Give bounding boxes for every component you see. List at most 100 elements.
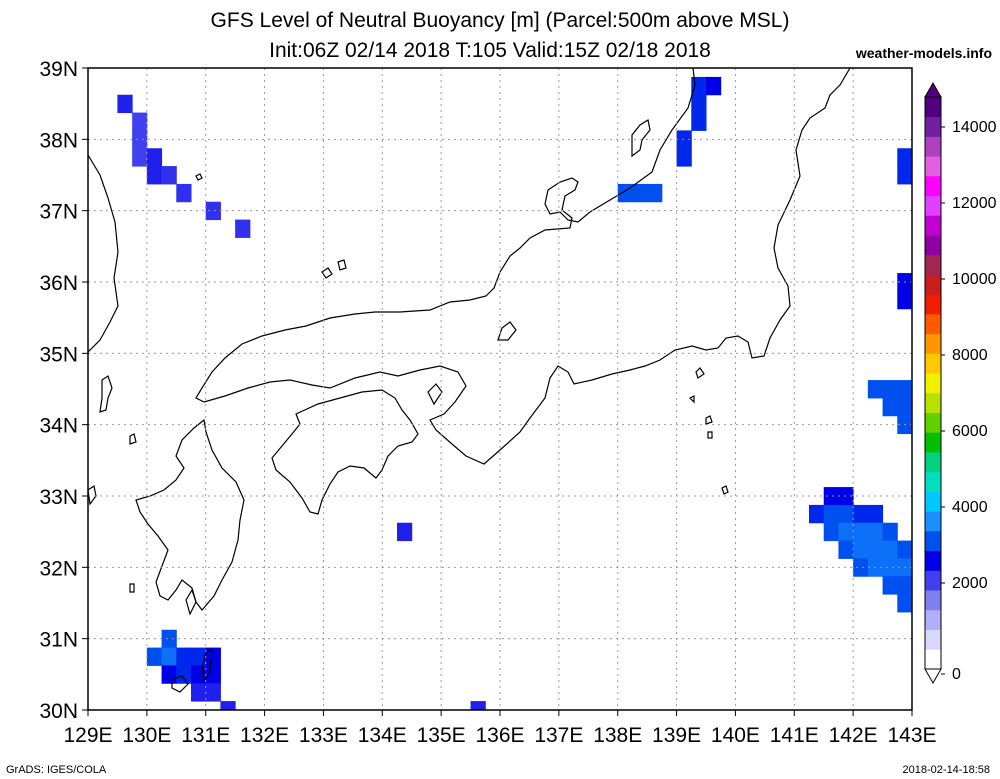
lnb-cell — [853, 522, 869, 542]
lat-tick-label: 34N — [39, 415, 78, 438]
lon-tick-label: 142E — [829, 724, 878, 747]
lnb-cell — [882, 558, 898, 577]
lat-tick-label: 39N — [39, 58, 78, 81]
longitude-ticks: 129E 130E 131E 132E 133E 134E 135E 136E 137E 138E… — [63, 710, 937, 747]
lnb-cell — [882, 576, 898, 595]
lnb-cell — [897, 380, 912, 399]
lat-tick-label: 33N — [39, 486, 78, 509]
lnb-cell — [205, 683, 221, 702]
lnb-cell — [470, 701, 486, 710]
lnb-cell — [838, 540, 854, 559]
lnb-cell — [853, 558, 869, 577]
lon-tick-label: 129E — [63, 724, 112, 747]
lnb-cell — [897, 540, 912, 559]
latitude-ticks: 30N 31N 32N 33N 34N 35N 36N 37N 38N 39N — [39, 58, 88, 723]
lon-tick-label: 138E — [593, 724, 642, 747]
lnb-cell — [867, 540, 884, 559]
lnb-cell — [706, 76, 722, 96]
colorbar-label: 10000 — [952, 271, 997, 288]
colorbar-label: 6000 — [952, 423, 988, 440]
lon-tick-label: 136E — [475, 724, 524, 747]
lnb-cell — [146, 148, 163, 167]
lat-tick-label: 37N — [39, 201, 78, 224]
lnb-cell — [146, 647, 163, 666]
lnb-cell — [632, 183, 648, 203]
lat-tick-label: 36N — [39, 272, 78, 295]
lnb-cell — [838, 522, 854, 542]
lnb-cell — [882, 540, 898, 559]
lnb-cell — [897, 576, 912, 595]
lon-tick-label: 139E — [652, 724, 701, 747]
lnb-cell — [191, 647, 207, 666]
colorbar-label: 12000 — [952, 195, 997, 212]
lnb-cell — [691, 76, 707, 96]
lnb-cell — [176, 183, 192, 203]
colorbar: 0 2000 4000 6000 8000 10000 12000 14000 — [924, 81, 997, 685]
lnb-cell — [397, 522, 413, 542]
coastlines — [88, 68, 851, 693]
lnb-cell — [191, 683, 207, 702]
lnb-cell — [161, 647, 177, 666]
lon-tick-label: 135E — [417, 724, 466, 747]
lnb-cell — [146, 166, 163, 185]
lnb-cell — [691, 112, 707, 131]
lnb-cell — [867, 380, 884, 399]
lnb-cell — [220, 701, 236, 710]
lnb-cell — [809, 504, 825, 524]
chart-subtitle: Init:06Z 02/14 2018 T:105 Valid:15Z 02/1… — [269, 39, 711, 62]
colorbar-label: 2000 — [952, 575, 988, 592]
lon-tick-label: 140E — [711, 724, 760, 747]
lon-tick-label: 133E — [299, 724, 348, 747]
lnb-cell — [897, 290, 912, 310]
lnb-cell — [117, 94, 133, 114]
lnb-cell — [176, 665, 192, 684]
lon-tick-label: 143E — [887, 724, 936, 747]
credit-text: GrADS: IGES/COLA — [6, 764, 107, 776]
lat-tick-label: 31N — [39, 629, 78, 652]
lon-tick-label: 130E — [122, 724, 171, 747]
lnb-cell — [853, 504, 869, 524]
lnb-cell — [132, 148, 148, 167]
colorbar-label: 8000 — [952, 347, 988, 364]
graticule — [88, 68, 912, 710]
lon-tick-label: 131E — [181, 724, 230, 747]
watermark-text: weather-models.info — [855, 45, 992, 61]
lnb-cell — [882, 380, 898, 399]
lnb-cell — [132, 130, 148, 149]
lon-tick-label: 137E — [534, 724, 583, 747]
lon-tick-label: 132E — [240, 724, 289, 747]
colorbar-label: 14000 — [952, 119, 997, 136]
colorbar-label: 4000 — [952, 499, 988, 516]
lnb-cell — [867, 522, 884, 542]
lnb-cell — [205, 647, 221, 666]
lnb-cell — [897, 594, 912, 613]
lat-tick-label: 35N — [39, 343, 78, 366]
lnb-cell — [867, 504, 884, 524]
lon-tick-label: 141E — [770, 724, 819, 747]
lnb-cell — [882, 522, 898, 542]
lnb-cell — [853, 540, 869, 559]
lnb-cell — [132, 112, 148, 131]
colorbar-label: 0 — [952, 666, 961, 683]
lat-tick-label: 32N — [39, 557, 78, 580]
lnb-cells — [117, 76, 912, 710]
chart-title: GFS Level of Neutral Buoyancy [m] (Parce… — [210, 9, 790, 32]
timestamp-text: 2018-02-14-18:58 — [902, 764, 990, 776]
lnb-cell — [235, 219, 251, 238]
lnb-cell — [205, 201, 221, 221]
lnb-cell — [676, 130, 692, 149]
lat-tick-label: 38N — [39, 129, 78, 152]
lnb-cell — [161, 629, 177, 649]
lnb-cell — [691, 94, 707, 114]
lnb-cell — [617, 183, 633, 203]
lnb-cell — [823, 487, 839, 506]
lnb-cell — [838, 504, 854, 524]
lnb-cell — [882, 397, 898, 417]
lnb-cell — [838, 487, 854, 506]
lnb-cell — [161, 166, 177, 185]
lnb-cell — [176, 647, 192, 666]
lnb-cell — [205, 665, 221, 684]
lnb-cell — [897, 166, 912, 185]
lat-tick-label: 30N — [39, 700, 78, 723]
